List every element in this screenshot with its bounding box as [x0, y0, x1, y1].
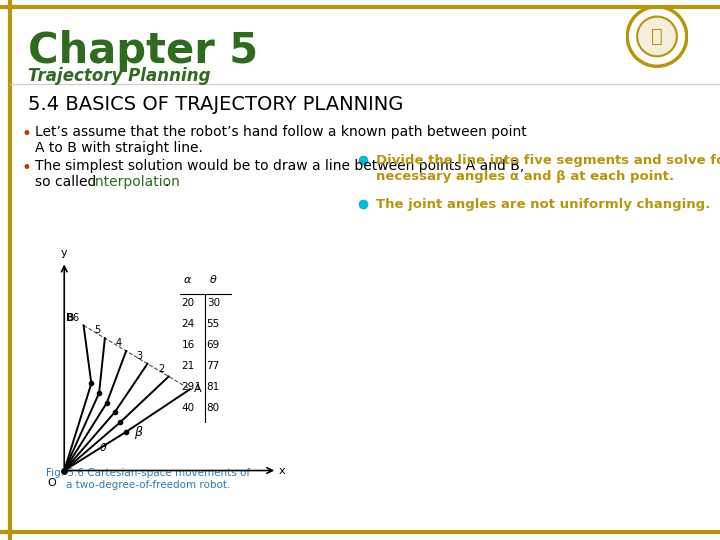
Text: •: •	[22, 125, 32, 143]
Text: necessary angles α and β at each point.: necessary angles α and β at each point.	[376, 170, 674, 183]
Text: 29: 29	[181, 382, 194, 392]
Text: The simplest solution would be to draw a line between points A and B,: The simplest solution would be to draw a…	[35, 159, 524, 173]
Text: 69: 69	[207, 340, 220, 350]
Text: Fig. 5.6 Cartesian-space movements of
a two-degree-of-freedom robot.: Fig. 5.6 Cartesian-space movements of a …	[46, 468, 250, 490]
Text: 16: 16	[181, 340, 194, 350]
Text: 80: 80	[207, 403, 220, 413]
Text: Divide the line into five segments and solve for: Divide the line into five segments and s…	[376, 154, 720, 167]
Text: 24: 24	[181, 319, 194, 329]
Text: $\beta$: $\beta$	[134, 424, 143, 441]
Text: 6: 6	[73, 313, 79, 323]
Text: O: O	[48, 478, 56, 488]
Text: •: •	[22, 159, 32, 177]
Text: 30: 30	[207, 298, 220, 308]
Text: Let’s assume that the robot’s hand follow a known path between point: Let’s assume that the robot’s hand follo…	[35, 125, 527, 139]
Text: 1: 1	[194, 382, 201, 393]
Text: 5.4 BASICS OF TRAJECTORY PLANNING: 5.4 BASICS OF TRAJECTORY PLANNING	[28, 95, 403, 114]
Text: 2: 2	[158, 364, 164, 374]
Text: y: y	[61, 248, 68, 258]
Text: 5: 5	[94, 326, 100, 335]
Text: 77: 77	[207, 361, 220, 371]
Text: 3: 3	[137, 351, 143, 361]
Text: A: A	[194, 384, 202, 394]
Text: The joint angles are not uniformly changing.: The joint angles are not uniformly chang…	[376, 198, 710, 211]
Text: A to B with straight line.: A to B with straight line.	[35, 141, 203, 155]
Text: interpolation: interpolation	[92, 175, 181, 189]
Text: 55: 55	[207, 319, 220, 329]
Text: 4: 4	[115, 338, 122, 348]
Text: $\alpha$: $\alpha$	[184, 275, 193, 285]
Text: Trajectory Planning: Trajectory Planning	[28, 67, 210, 85]
Text: 40: 40	[181, 403, 194, 413]
Text: $\theta$: $\theta$	[99, 441, 108, 453]
Text: $\theta$: $\theta$	[209, 273, 217, 285]
Text: x: x	[279, 465, 286, 476]
Text: 81: 81	[207, 382, 220, 392]
Text: 21: 21	[181, 361, 194, 371]
Text: so called: so called	[35, 175, 101, 189]
Text: B: B	[66, 313, 74, 323]
Text: ม: ม	[651, 27, 663, 46]
Text: 20: 20	[181, 298, 194, 308]
Text: .: .	[164, 175, 168, 189]
Circle shape	[637, 17, 677, 56]
Text: Chapter 5: Chapter 5	[28, 30, 258, 72]
